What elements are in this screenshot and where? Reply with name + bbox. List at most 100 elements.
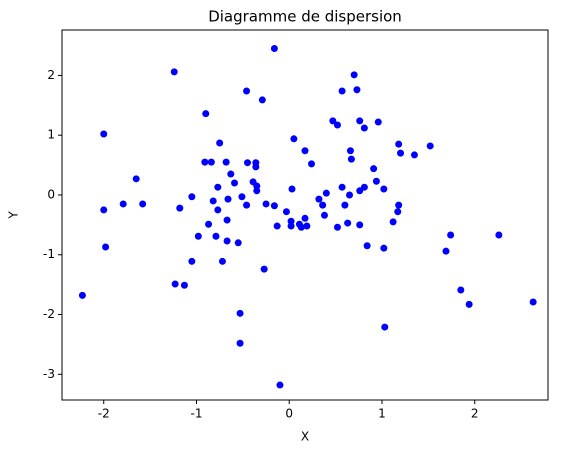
- point: [350, 71, 358, 79]
- y-tick-label: 2: [47, 68, 55, 82]
- point: [262, 200, 270, 208]
- y-tick-label: -1: [43, 247, 55, 261]
- y-tick-label: -3: [43, 367, 55, 381]
- point: [297, 223, 305, 231]
- point: [495, 231, 503, 239]
- point: [529, 298, 537, 306]
- point: [236, 309, 244, 317]
- point: [202, 110, 210, 118]
- point: [238, 193, 246, 201]
- point: [333, 223, 341, 231]
- point: [223, 237, 231, 245]
- point: [356, 187, 364, 195]
- point: [333, 121, 341, 129]
- x-tick-label: 2: [471, 407, 479, 421]
- point: [370, 165, 378, 173]
- point: [346, 191, 354, 199]
- point: [276, 381, 284, 389]
- point: [307, 160, 315, 168]
- point: [132, 175, 140, 183]
- point: [236, 339, 244, 347]
- point: [218, 257, 226, 265]
- point: [227, 170, 235, 178]
- point: [205, 220, 213, 228]
- point: [356, 117, 364, 125]
- point: [287, 217, 295, 225]
- point: [288, 185, 296, 193]
- point: [301, 147, 309, 155]
- point: [201, 158, 209, 166]
- point: [212, 232, 220, 240]
- point: [338, 183, 346, 191]
- point: [356, 221, 364, 229]
- point: [78, 291, 86, 299]
- chart-title: Diagramme de dispersion: [208, 8, 402, 26]
- point: [395, 201, 403, 209]
- point: [214, 183, 222, 191]
- point: [372, 177, 380, 185]
- point: [270, 45, 278, 53]
- x-axis-label: X: [301, 430, 309, 444]
- point: [287, 222, 295, 230]
- point: [100, 206, 108, 214]
- point: [363, 242, 371, 250]
- point: [188, 193, 196, 201]
- point: [102, 243, 110, 251]
- point: [231, 179, 239, 187]
- point: [253, 182, 261, 190]
- point: [290, 135, 298, 143]
- point: [320, 211, 328, 219]
- point: [397, 149, 405, 157]
- point: [380, 244, 388, 252]
- point: [360, 124, 368, 132]
- point: [188, 257, 196, 265]
- y-tick-label: 0: [47, 187, 55, 201]
- x-tick-label: -2: [98, 407, 110, 421]
- point: [447, 231, 455, 239]
- point: [180, 281, 188, 289]
- point: [258, 96, 266, 104]
- point: [207, 158, 215, 166]
- point: [243, 201, 251, 209]
- point: [465, 300, 473, 308]
- point: [322, 189, 330, 197]
- y-tick-label: 1: [47, 128, 55, 142]
- x-tick-label: 1: [378, 407, 386, 421]
- point: [394, 208, 402, 216]
- point: [139, 200, 147, 208]
- point: [381, 323, 389, 331]
- point: [347, 155, 355, 163]
- point: [303, 222, 311, 230]
- point: [194, 232, 202, 240]
- point: [216, 139, 224, 147]
- point: [223, 216, 231, 224]
- point: [329, 117, 337, 125]
- point: [457, 286, 465, 294]
- point: [234, 239, 242, 247]
- point: [273, 222, 281, 230]
- point: [253, 187, 261, 195]
- point: [209, 197, 217, 205]
- point: [170, 68, 178, 76]
- point: [252, 163, 260, 171]
- point: [176, 204, 184, 212]
- point: [389, 218, 397, 226]
- point: [301, 214, 309, 222]
- point: [395, 140, 403, 148]
- point: [380, 185, 388, 193]
- point: [119, 200, 127, 208]
- point: [410, 151, 418, 159]
- plot-frame: [61, 29, 549, 401]
- x-tick-label: 0: [285, 407, 293, 421]
- point: [171, 280, 179, 288]
- point: [346, 147, 354, 155]
- y-axis-label: Y: [7, 211, 21, 220]
- point: [243, 159, 251, 167]
- x-tick-label: -1: [191, 407, 203, 421]
- point: [374, 118, 382, 126]
- point: [214, 206, 222, 214]
- point: [344, 219, 352, 227]
- point: [243, 87, 251, 95]
